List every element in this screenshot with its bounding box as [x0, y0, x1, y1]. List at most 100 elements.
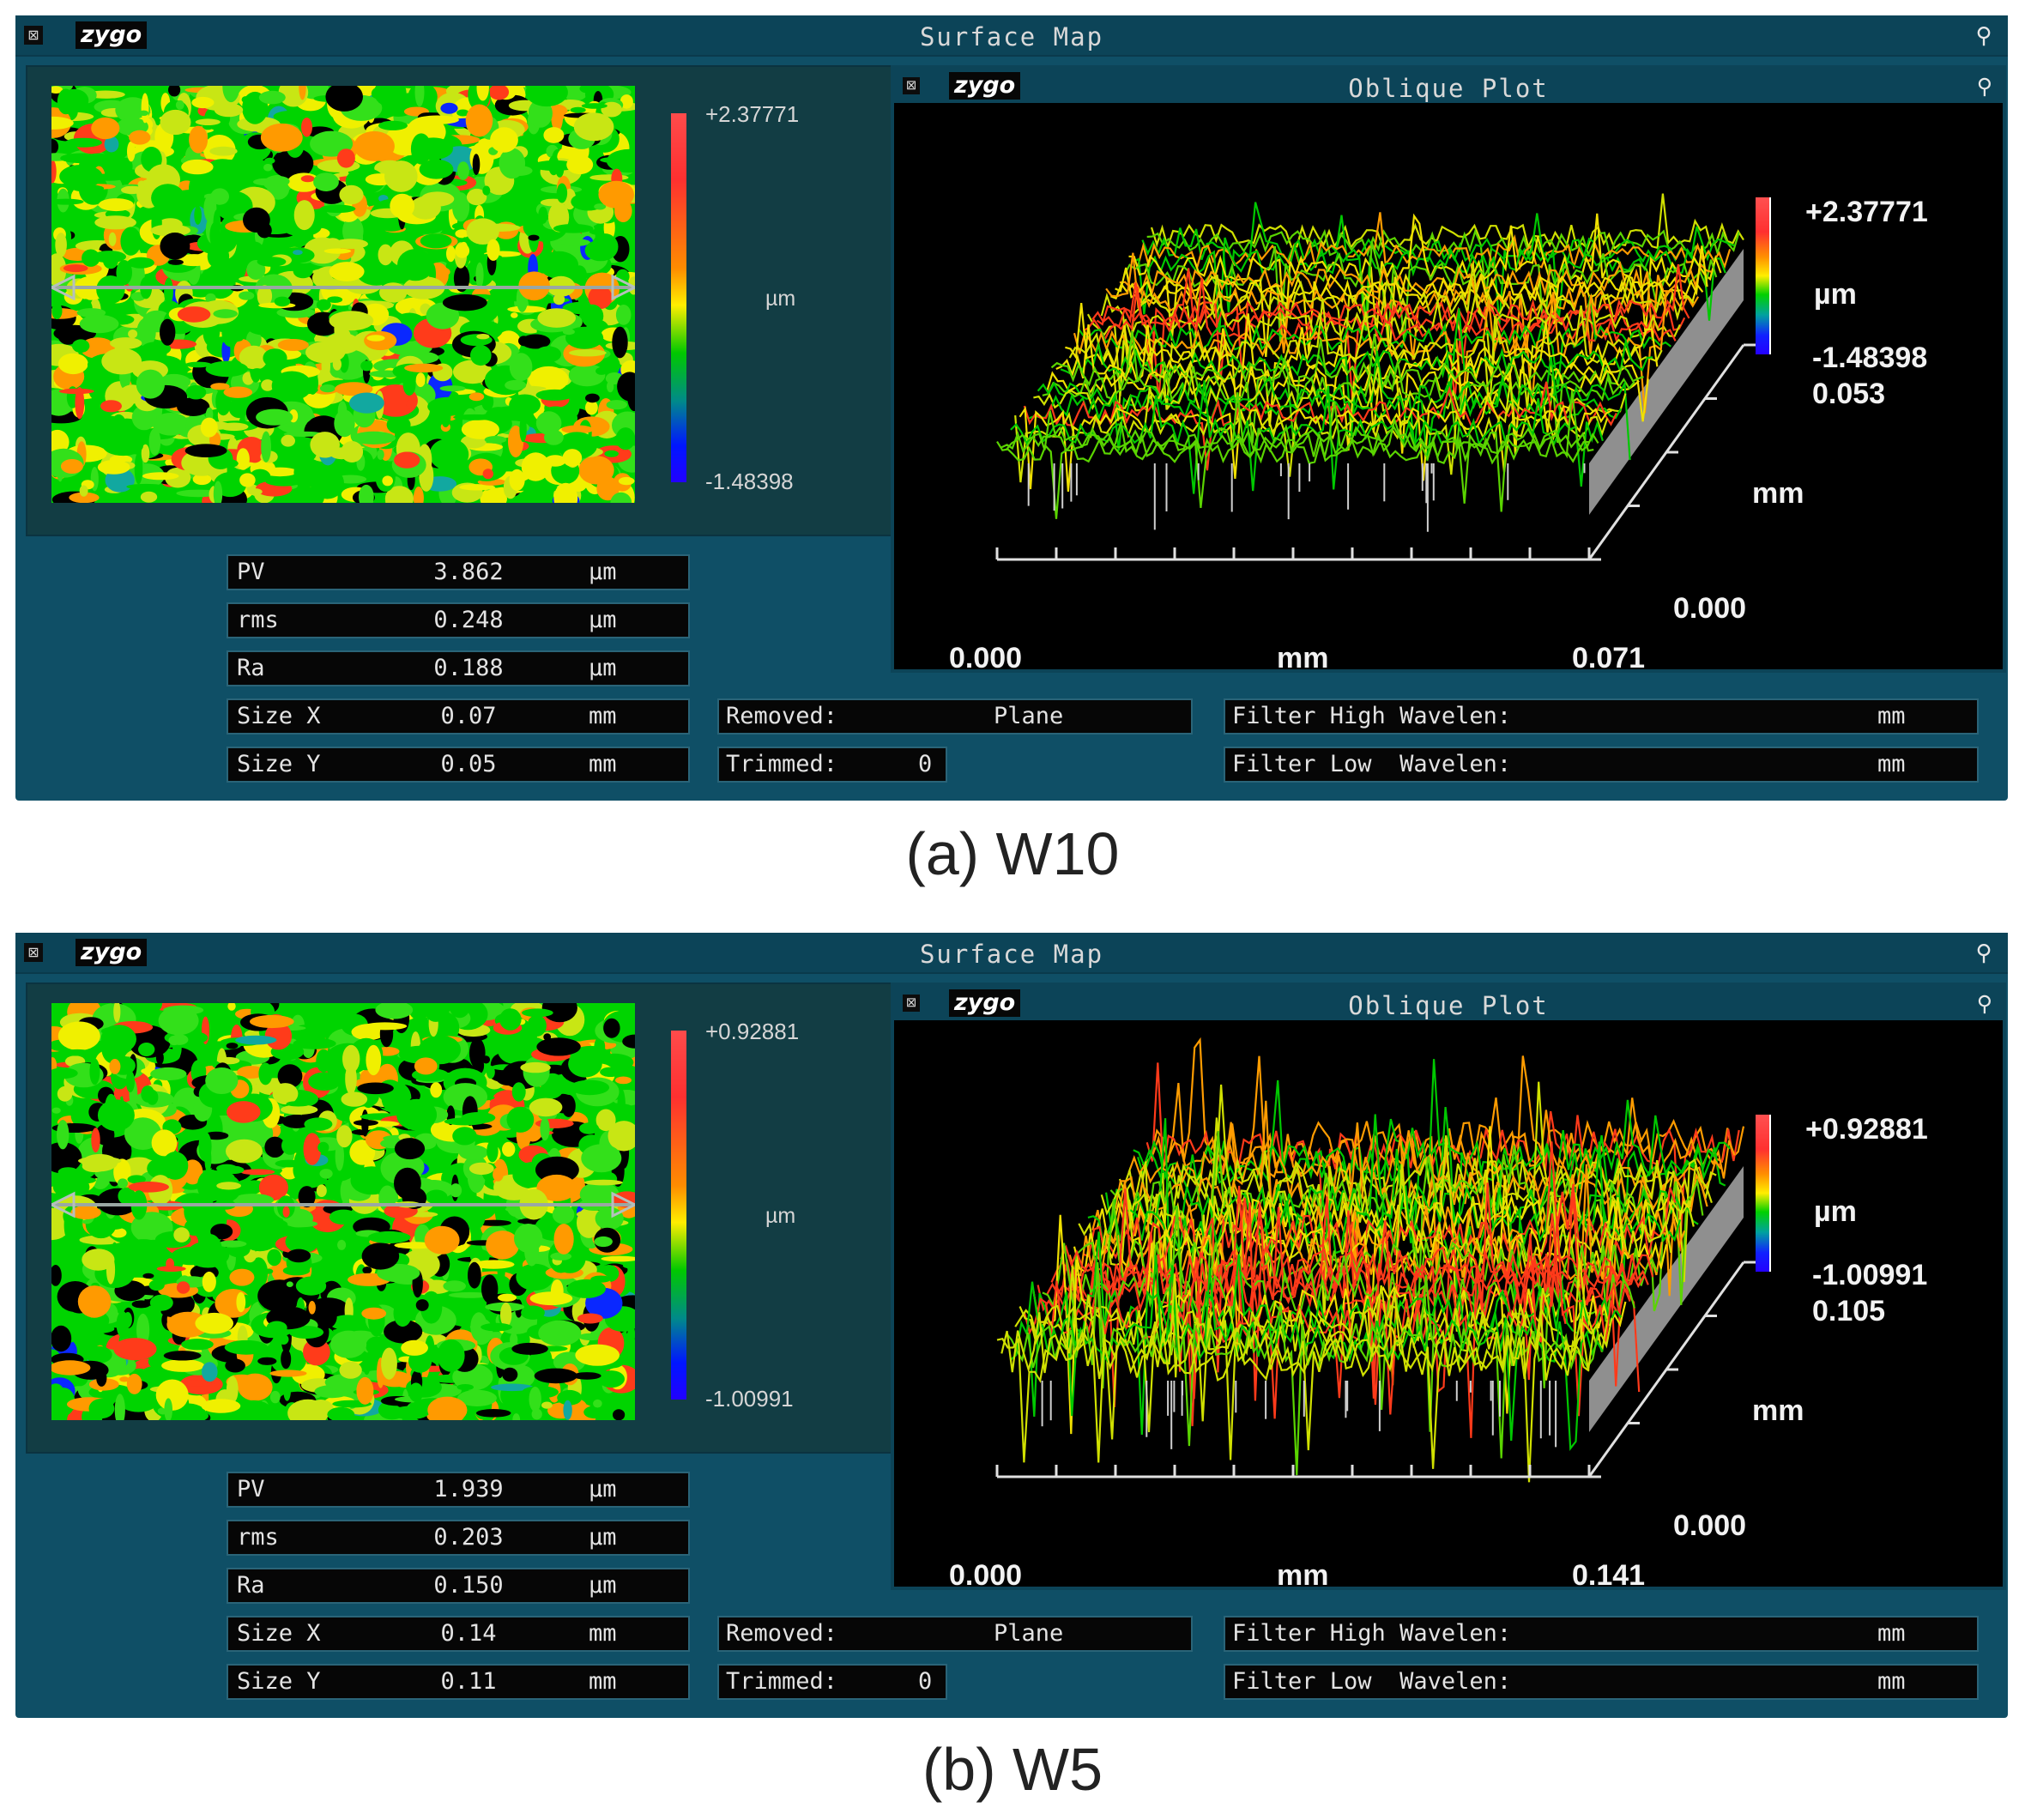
surface-patch [518, 336, 529, 347]
surface-patch [263, 1268, 274, 1274]
surface-trace-line [1060, 308, 1653, 437]
surface-patch [461, 1112, 496, 1124]
surface-patch [213, 209, 221, 238]
close-icon[interactable]: ⊠ [903, 77, 920, 94]
filter-high-unit: mm [1877, 703, 1906, 729]
surface-patch [184, 444, 227, 457]
surface-patch [487, 1140, 499, 1163]
oblique-x-unit: mm [1277, 642, 1329, 674]
surface-patch [167, 259, 184, 265]
surface-trace-line [1150, 193, 1744, 251]
pin-icon[interactable]: ⚲ [1975, 940, 1992, 965]
surface-patch [51, 253, 67, 287]
surface-patch [570, 106, 586, 113]
surface-patch [396, 1098, 438, 1131]
colorbar-unit-label: µm [765, 1204, 796, 1228]
surface-patch [293, 200, 315, 231]
surface-patch [260, 1218, 288, 1230]
surface-patch [487, 239, 500, 261]
stat-unit: µm [589, 559, 617, 585]
surface-patch [335, 382, 373, 396]
surface-patch [600, 1067, 621, 1077]
profile-marker-icon[interactable] [611, 1191, 635, 1218]
pin-icon[interactable]: ⚲ [1975, 22, 1992, 48]
surface-map-canvas[interactable] [51, 1003, 635, 1420]
surface-patch [482, 469, 493, 480]
surface-patch [553, 293, 565, 305]
profile-marker-icon[interactable] [611, 274, 635, 301]
surface-patch [339, 1361, 362, 1379]
oblique-3d-surface[interactable] [894, 103, 1996, 669]
surface-patch [481, 1274, 499, 1303]
stat-unit: µm [589, 1476, 617, 1503]
surface-patch [468, 1261, 481, 1289]
surface-patch [466, 218, 499, 245]
surface-patch [79, 485, 88, 497]
surface-patch [271, 371, 312, 401]
surface-patch [568, 364, 606, 387]
surface-patch [269, 1390, 281, 1404]
surface-map-image[interactable] [51, 1003, 635, 1420]
surface-trace-line [996, 1266, 1590, 1469]
surface-patch [181, 159, 214, 175]
surface-patch [236, 1291, 246, 1313]
surface-patch [450, 440, 458, 458]
surface-patch [329, 262, 365, 281]
surface-patch [601, 1255, 635, 1262]
surface-patch [57, 1021, 100, 1051]
stat-label: rms [237, 607, 279, 633]
surface-trace-line [1050, 331, 1644, 444]
surface-patch [336, 1125, 353, 1148]
surface-patch [96, 1223, 125, 1230]
surface-trace-line [1091, 1182, 1686, 1355]
surface-patch [202, 1271, 216, 1292]
surface-patch [273, 110, 313, 123]
surface-map-canvas[interactable] [51, 86, 635, 503]
surface-patch [150, 1067, 187, 1081]
surface-patch [566, 1279, 606, 1298]
surface-patch [556, 183, 568, 203]
surface-patch [51, 1067, 78, 1079]
profile-marker-icon[interactable] [51, 1191, 76, 1218]
surface-patch [82, 249, 100, 267]
surface-map-image[interactable] [51, 86, 635, 503]
surface-patch [615, 1076, 632, 1085]
oblique-plot-area[interactable]: +0.92881 µm -1.00991 0.105 mm 0.000 0.00… [894, 1020, 1996, 1592]
oblique-plot-area[interactable]: +2.37771 µm -1.48398 0.053 mm 0.000 0.00… [894, 103, 1996, 674]
close-icon[interactable]: ⊠ [24, 943, 43, 962]
surface-patch [384, 160, 418, 192]
surface-patch [228, 397, 249, 419]
surface-patch [424, 1225, 460, 1255]
oblique-x-min: 0.000 [949, 642, 1023, 674]
surface-patch [443, 1280, 466, 1292]
colorbar-max-label: +0.92881 [705, 1019, 800, 1044]
filter-low-field: Filter Low Wavelen: mm [1224, 1664, 1979, 1700]
surface-patch [609, 1013, 635, 1022]
oblique-x-max: 0.141 [1572, 1559, 1646, 1592]
surface-patch [459, 484, 495, 491]
surface-patch [419, 159, 454, 179]
surface-patch [482, 185, 491, 196]
pin-icon[interactable]: ⚲ [1976, 75, 1992, 99]
surface-patch [579, 86, 597, 94]
surface-patch [51, 116, 74, 130]
surface-patch [397, 249, 434, 281]
close-icon[interactable]: ⊠ [24, 26, 43, 45]
surface-patch [329, 311, 374, 331]
surface-patch [286, 1281, 293, 1287]
surface-patch [191, 96, 215, 109]
stat-pv: PV 3.862 µm [227, 554, 690, 590]
surface-patch [507, 305, 546, 313]
surface-patch [316, 299, 331, 311]
surface-patch [469, 1037, 486, 1069]
stat-label: Size Y [237, 751, 321, 777]
surface-patch [198, 1131, 212, 1162]
oblique-3d-surface[interactable] [894, 1020, 1996, 1587]
close-icon[interactable]: ⊠ [903, 995, 920, 1012]
surface-patch [51, 138, 59, 154]
surface-patch [136, 1313, 150, 1346]
filter-high-label: Filter High Wavelen: [1232, 1620, 1512, 1647]
profile-marker-icon[interactable] [51, 274, 76, 301]
pin-icon[interactable]: ⚲ [1976, 992, 1992, 1016]
removed-value: Plane [994, 703, 1064, 729]
